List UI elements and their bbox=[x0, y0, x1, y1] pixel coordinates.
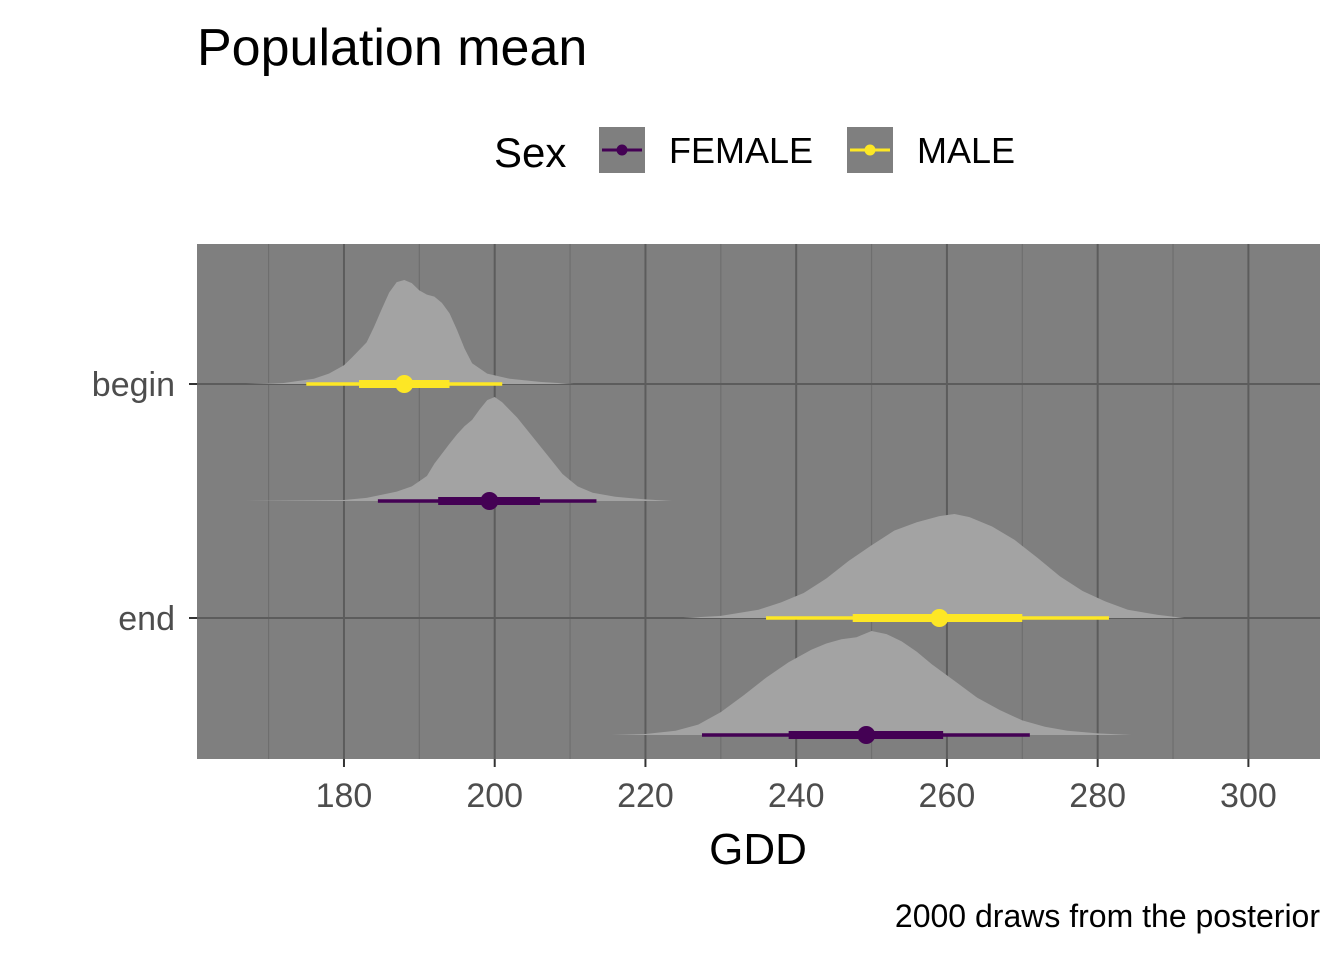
x-tick-label-200: 200 bbox=[466, 777, 523, 815]
density-begin-male bbox=[245, 280, 574, 384]
x-tick-label-240: 240 bbox=[768, 777, 825, 815]
point-end-female bbox=[857, 726, 876, 744]
chart-title: Population mean bbox=[197, 19, 587, 77]
point-end-male bbox=[930, 609, 949, 627]
halfeye-end-female bbox=[611, 631, 1132, 744]
x-tick-label-280: 280 bbox=[1069, 777, 1126, 815]
legend: Sex FEMALE MALE bbox=[494, 127, 1015, 176]
axes: 180 200 220 240 260 280 300 begin end bbox=[92, 366, 1277, 815]
x-tick-label-300: 300 bbox=[1220, 777, 1277, 815]
chart-marks bbox=[245, 280, 1185, 744]
y-tick-label-end: end bbox=[118, 600, 175, 638]
x-tick-label-260: 260 bbox=[919, 777, 976, 815]
y-tick-label-begin: begin bbox=[92, 366, 175, 404]
legend-entry-male: MALE bbox=[847, 127, 1015, 173]
legend-label-female: FEMALE bbox=[669, 130, 813, 171]
density-end-male bbox=[683, 514, 1185, 618]
x-axis-title: GDD bbox=[709, 825, 807, 874]
density-begin-female bbox=[245, 397, 672, 501]
density-end-female bbox=[611, 631, 1132, 735]
x-tick-label-180: 180 bbox=[316, 777, 373, 815]
legend-dot-male bbox=[864, 144, 876, 156]
halfeye-begin-male bbox=[245, 280, 574, 393]
point-begin-male bbox=[395, 375, 414, 393]
halfeye-end-male bbox=[683, 514, 1185, 627]
plot-panel bbox=[197, 244, 1320, 759]
x-tick-label-220: 220 bbox=[617, 777, 674, 815]
chart-caption: 2000 draws from the posterior bbox=[895, 898, 1320, 934]
legend-label-male: MALE bbox=[917, 130, 1015, 171]
halfeye-begin-female bbox=[245, 397, 672, 510]
legend-dot-female bbox=[616, 144, 628, 156]
legend-entry-female: FEMALE bbox=[599, 127, 813, 173]
legend-title: Sex bbox=[494, 129, 566, 176]
point-begin-female bbox=[480, 492, 499, 510]
